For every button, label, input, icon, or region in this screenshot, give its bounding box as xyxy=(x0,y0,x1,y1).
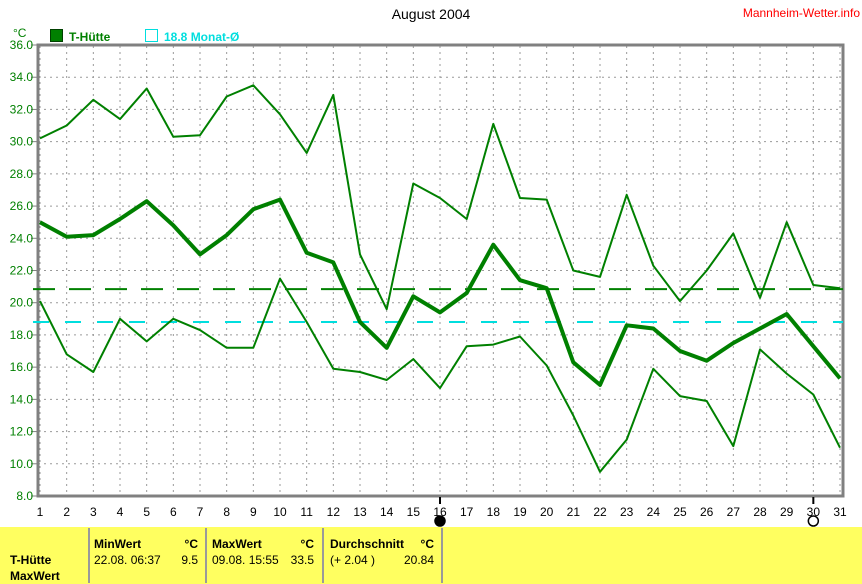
y-tick-label: 22.0 xyxy=(10,264,34,278)
y-tick-label: 12.0 xyxy=(10,425,34,439)
y-tick-label: 18.0 xyxy=(10,328,34,342)
x-tick-label: 10 xyxy=(273,505,287,519)
x-tick-label: 20 xyxy=(540,505,554,519)
table-divider xyxy=(322,528,324,583)
maxwert-header: MaxWert xyxy=(212,537,262,551)
x-tick-label: 30 xyxy=(807,505,821,519)
x-tick-label: 11 xyxy=(300,505,313,519)
y-tick-label: 30.0 xyxy=(10,135,34,149)
table-col-minwert: MinWert °C 22.08. 06:37 9.5 xyxy=(94,536,198,568)
maxwert-datetime: 09.08. 15:55 xyxy=(212,553,279,567)
minwert-header: MinWert xyxy=(94,537,142,551)
x-tick-label: 16 xyxy=(433,505,447,519)
x-tick-label: 13 xyxy=(353,505,367,519)
x-tick-label: 14 xyxy=(380,505,394,519)
y-tick-label: 34.0 xyxy=(10,70,34,84)
maxwert-unit: °C xyxy=(300,537,314,551)
x-tick-label: 15 xyxy=(407,505,421,519)
table-divider xyxy=(88,528,90,583)
table-col-durchschnitt: Durchschnitt °C (+ 2.04 ) 20.84 xyxy=(330,536,434,568)
summary-table: T-Hütte MaxWert MinWert °C 22.08. 06:37 … xyxy=(0,527,862,584)
page-title: August 2004 xyxy=(391,6,471,22)
x-tick-label: 1 xyxy=(37,505,44,519)
x-tick-label: 3 xyxy=(90,505,97,519)
x-tick-label: 24 xyxy=(647,505,661,519)
x-tick-label: 22 xyxy=(593,505,607,519)
series-line-T-Hütte Tagesminimum xyxy=(39,277,841,473)
y-tick-label: 20.0 xyxy=(10,296,34,310)
x-tick-label: 9 xyxy=(250,505,257,519)
y-tick-label: 8.0 xyxy=(16,489,33,503)
table-divider xyxy=(441,528,443,583)
durchschnitt-value: 20.84 xyxy=(403,553,434,567)
x-tick-label: 28 xyxy=(753,505,767,519)
x-tick-label: 18 xyxy=(487,505,501,519)
x-tick-label: 8 xyxy=(223,505,230,519)
y-axis-unit-label: °C xyxy=(13,26,27,40)
x-tick-label: 17 xyxy=(460,505,474,519)
durchschnitt-header: Durchschnitt xyxy=(330,537,405,551)
y-tick-label: 24.0 xyxy=(10,231,34,245)
x-tick-label: 27 xyxy=(727,505,741,519)
legend-item-t-huette: T-Hütte xyxy=(50,29,110,44)
table-col-maxwert: MaxWert °C 09.08. 15:55 33.5 xyxy=(212,536,314,568)
green-series-swatch-icon xyxy=(50,29,63,42)
y-tick-label: 14.0 xyxy=(10,392,34,406)
x-tick-label: 5 xyxy=(143,505,150,519)
x-tick-label: 7 xyxy=(197,505,204,519)
site-link[interactable]: Mannheim-Wetter.info xyxy=(742,6,860,20)
minwert-datetime: 22.08. 06:37 xyxy=(94,553,161,567)
x-tick-label: 12 xyxy=(327,505,341,519)
legend-label-t-huette: T-Hütte xyxy=(69,30,111,44)
y-tick-label: 28.0 xyxy=(10,167,34,181)
table-divider xyxy=(205,528,207,583)
x-tick-label: 25 xyxy=(673,505,687,519)
x-tick-label: 19 xyxy=(513,505,527,519)
durchschnitt-anomaly: (+ 2.04 ) xyxy=(330,553,376,567)
y-tick-label: 26.0 xyxy=(10,199,34,213)
series-line-T-Hütte Tagesmittel xyxy=(39,197,842,387)
x-tick-label: 31 xyxy=(833,505,847,519)
x-tick-label: 6 xyxy=(170,505,177,519)
full-moon-icon xyxy=(807,515,820,527)
durchschnitt-unit: °C xyxy=(420,537,434,551)
legend-item-month-average: 18.8 Monat-Ø xyxy=(145,29,239,44)
temperature-line-chart: 8.0 10.0 12.0 14.0 16.0 18.0 20.0 22.0 24.0 26.0 2… xyxy=(10,38,847,527)
x-tick-label: 26 xyxy=(700,505,714,519)
x-tick-label: 2 xyxy=(63,505,70,519)
minwert-unit: °C xyxy=(184,537,198,551)
y-tick-label: 32.0 xyxy=(10,102,34,116)
x-tick-label: 4 xyxy=(117,505,124,519)
series-line-T-Hütte Tagesmaximum xyxy=(39,84,841,311)
maxwert-value: 33.5 xyxy=(290,553,314,567)
legend-label-month-average: 18.8 Monat-Ø xyxy=(164,30,240,44)
table-row-label-series: T-Hütte xyxy=(10,553,52,567)
x-tick-label: 29 xyxy=(780,505,794,519)
x-tick-label: 21 xyxy=(567,505,581,519)
y-tick-label: 36.0 xyxy=(10,38,34,52)
table-row-label-mode: MaxWert xyxy=(10,569,60,583)
x-tick-label: 23 xyxy=(620,505,634,519)
cyan-series-swatch-icon xyxy=(145,29,158,42)
y-tick-label: 10.0 xyxy=(10,457,34,471)
minwert-value: 9.5 xyxy=(181,553,198,567)
y-tick-label: 16.0 xyxy=(10,360,34,374)
new-moon-icon xyxy=(434,515,446,527)
